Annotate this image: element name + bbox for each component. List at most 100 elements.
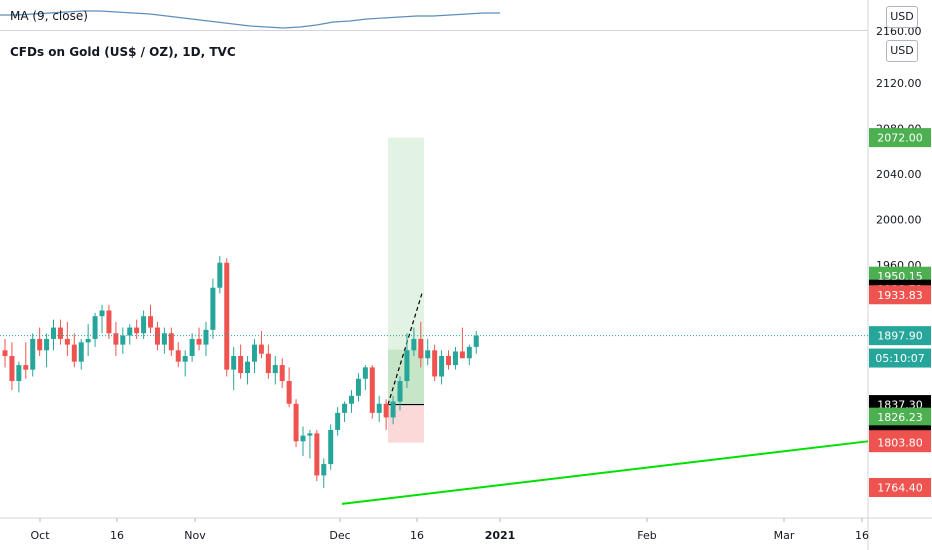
candle-body — [168, 333, 174, 351]
price-label: 1933.83 — [877, 289, 923, 302]
y-tick-label: 2040.00 — [876, 168, 922, 181]
candle-body — [30, 338, 36, 370]
candle-body — [328, 429, 334, 465]
candle-body — [466, 346, 472, 359]
candle-body — [446, 356, 452, 366]
candle-body — [355, 378, 361, 396]
candle-body — [321, 464, 327, 476]
x-tick-label: 16 — [410, 529, 424, 542]
candle-body — [127, 327, 133, 336]
candle-body — [286, 381, 292, 404]
price-label: 1803.80 — [877, 437, 923, 450]
candle-body — [397, 381, 403, 402]
candle-body — [231, 356, 237, 370]
candle-body — [439, 356, 445, 377]
candle-body — [23, 365, 29, 370]
candle-body — [265, 353, 271, 374]
candle-body — [161, 333, 167, 345]
candle-body — [141, 316, 147, 334]
candle-body — [342, 403, 348, 413]
candle-body — [307, 433, 313, 436]
price-label-box — [869, 128, 931, 148]
x-tick-label: Mar — [774, 529, 795, 542]
candle-body — [99, 310, 105, 317]
candle-body — [2, 350, 8, 356]
candle-body — [113, 333, 119, 345]
candle-body — [335, 412, 341, 430]
price-label-box — [869, 285, 931, 305]
price-label-box — [869, 433, 931, 453]
candle-body — [148, 316, 154, 328]
ma-line — [0, 10, 500, 29]
price-label-box — [869, 407, 931, 427]
candle-body — [85, 338, 91, 343]
candle-body — [293, 403, 299, 442]
candle-body — [362, 367, 368, 379]
y-tick-label: 2000.00 — [876, 214, 922, 227]
candle-body — [217, 262, 223, 288]
price-label: 1897.90 — [877, 330, 923, 343]
price-label-box — [869, 348, 931, 368]
candle-body — [64, 338, 70, 345]
position-path-line — [387, 293, 423, 405]
x-tick-label: Nov — [184, 529, 206, 542]
candle-body — [106, 310, 112, 334]
candle-body — [37, 338, 43, 351]
candle-body — [175, 350, 181, 362]
candle-body — [238, 356, 244, 374]
candle-body — [404, 350, 410, 382]
candle-body — [376, 403, 382, 413]
price-label: 1764.40 — [877, 481, 923, 494]
candle-body — [300, 435, 306, 442]
trendline[interactable] — [341, 440, 869, 505]
price-label: 1826.23 — [877, 411, 923, 424]
main-currency-button[interactable]: USD — [886, 40, 918, 62]
candle-body — [92, 316, 98, 339]
candle-body — [16, 365, 22, 382]
candle-body — [51, 327, 57, 339]
candle-body — [425, 350, 431, 359]
price-label: 2072.00 — [877, 132, 923, 145]
candle-body — [210, 287, 216, 330]
candle-body — [272, 365, 278, 374]
price-label: 05:10:07 — [875, 352, 924, 365]
candle-body — [411, 338, 417, 351]
candle-body — [154, 327, 160, 345]
indicator-currency-button[interactable]: USD — [886, 6, 918, 28]
x-tick-label: Oct — [30, 529, 50, 542]
x-tick-label: Dec — [329, 529, 350, 542]
candle-body — [349, 395, 354, 404]
chart-title: CFDs on Gold (US$ / OZ), 1D, TVC — [10, 45, 236, 59]
y-tick-label: 2120.00 — [876, 77, 922, 90]
candle-body — [390, 401, 396, 418]
candle-body — [57, 327, 63, 339]
candle-body — [196, 338, 202, 345]
candle-body — [251, 344, 257, 362]
x-tick-label: Feb — [637, 529, 656, 542]
candle-body — [452, 351, 458, 366]
candle-body — [9, 356, 15, 382]
price-label-box — [869, 326, 931, 346]
candle-body — [245, 361, 251, 374]
candle-body — [369, 367, 375, 413]
candle-body — [432, 350, 438, 377]
candle-body — [78, 342, 84, 362]
indicator-price-tick: 2160.00 — [876, 25, 922, 38]
candle-body — [258, 344, 264, 354]
candle-body — [224, 262, 230, 370]
price-label-box — [869, 477, 931, 497]
candle-body — [279, 365, 285, 382]
candle-body — [203, 329, 209, 345]
candle-body — [383, 403, 389, 418]
candle-body — [120, 335, 126, 345]
x-tick-label: 2021 — [485, 529, 516, 542]
x-tick-label: 16 — [855, 529, 869, 542]
candle-body — [182, 356, 188, 362]
candle-body — [473, 335, 479, 347]
ma-indicator-title: MA (9, close) — [10, 9, 88, 23]
candle-body — [44, 338, 50, 351]
candle-body — [134, 327, 140, 334]
candle-body — [71, 344, 77, 362]
